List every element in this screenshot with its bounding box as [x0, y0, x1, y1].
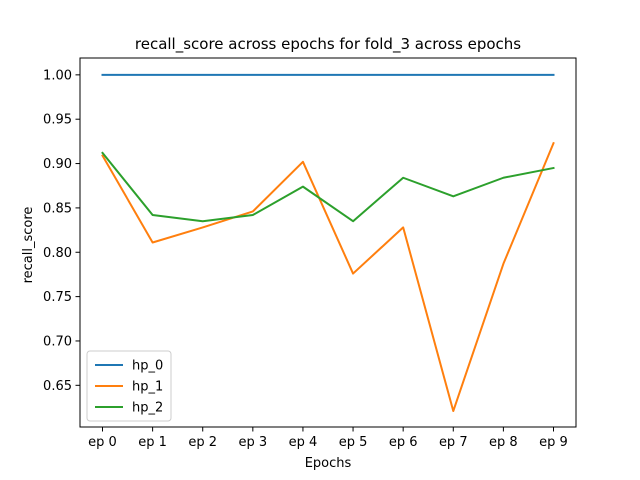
x-tick-label: ep 6 [389, 435, 418, 450]
plot-area [79, 57, 577, 428]
legend-frame [86, 350, 172, 422]
x-tick-label: ep 4 [289, 435, 318, 450]
legend-label-hp_1: hp_1 [132, 380, 163, 395]
series-line-hp_2 [101, 151, 555, 223]
legend: hp_0 hp_1 hp_2 [86, 350, 172, 422]
x-tick-label: ep 5 [339, 435, 368, 450]
series-line-hp_1 [101, 141, 555, 413]
legend-label-hp_2: hp_2 [132, 401, 163, 416]
x-tick-label: ep 0 [88, 435, 117, 450]
y-axis: 0.65 0.70 0.75 0.80 0.85 0.90 0.95 1.00 [43, 68, 80, 394]
y-tick-label: 0.95 [43, 113, 72, 128]
x-tick-label: ep 3 [239, 435, 268, 450]
x-axis-label: Epochs [305, 456, 352, 471]
x-axis: ep 0 ep 1 ep 2 ep 3 ep 4 ep 5 ep 6 ep 7 ep 8 ep 9 [88, 427, 568, 450]
x-tick-label: ep 1 [138, 435, 167, 450]
y-axis-label: recall_score [21, 207, 36, 284]
y-tick-label: 0.75 [43, 290, 72, 305]
y-tick-label: 0.65 [43, 379, 72, 394]
x-tick-label: ep 8 [489, 435, 518, 450]
y-tick-label: 0.80 [43, 246, 72, 261]
legend-label-hp_0: hp_0 [132, 359, 163, 374]
y-tick-label: 1.00 [43, 68, 72, 83]
y-tick-label: 0.90 [43, 157, 72, 172]
axes-frame [79, 57, 577, 428]
chart-title: recall_score across epochs for fold_3 ac… [135, 35, 521, 54]
y-tick-label: 0.70 [43, 334, 72, 349]
x-tick-label: ep 7 [439, 435, 468, 450]
y-tick-label: 0.85 [43, 201, 72, 216]
x-tick-label: ep 2 [188, 435, 217, 450]
x-tick-label: ep 9 [539, 435, 568, 450]
